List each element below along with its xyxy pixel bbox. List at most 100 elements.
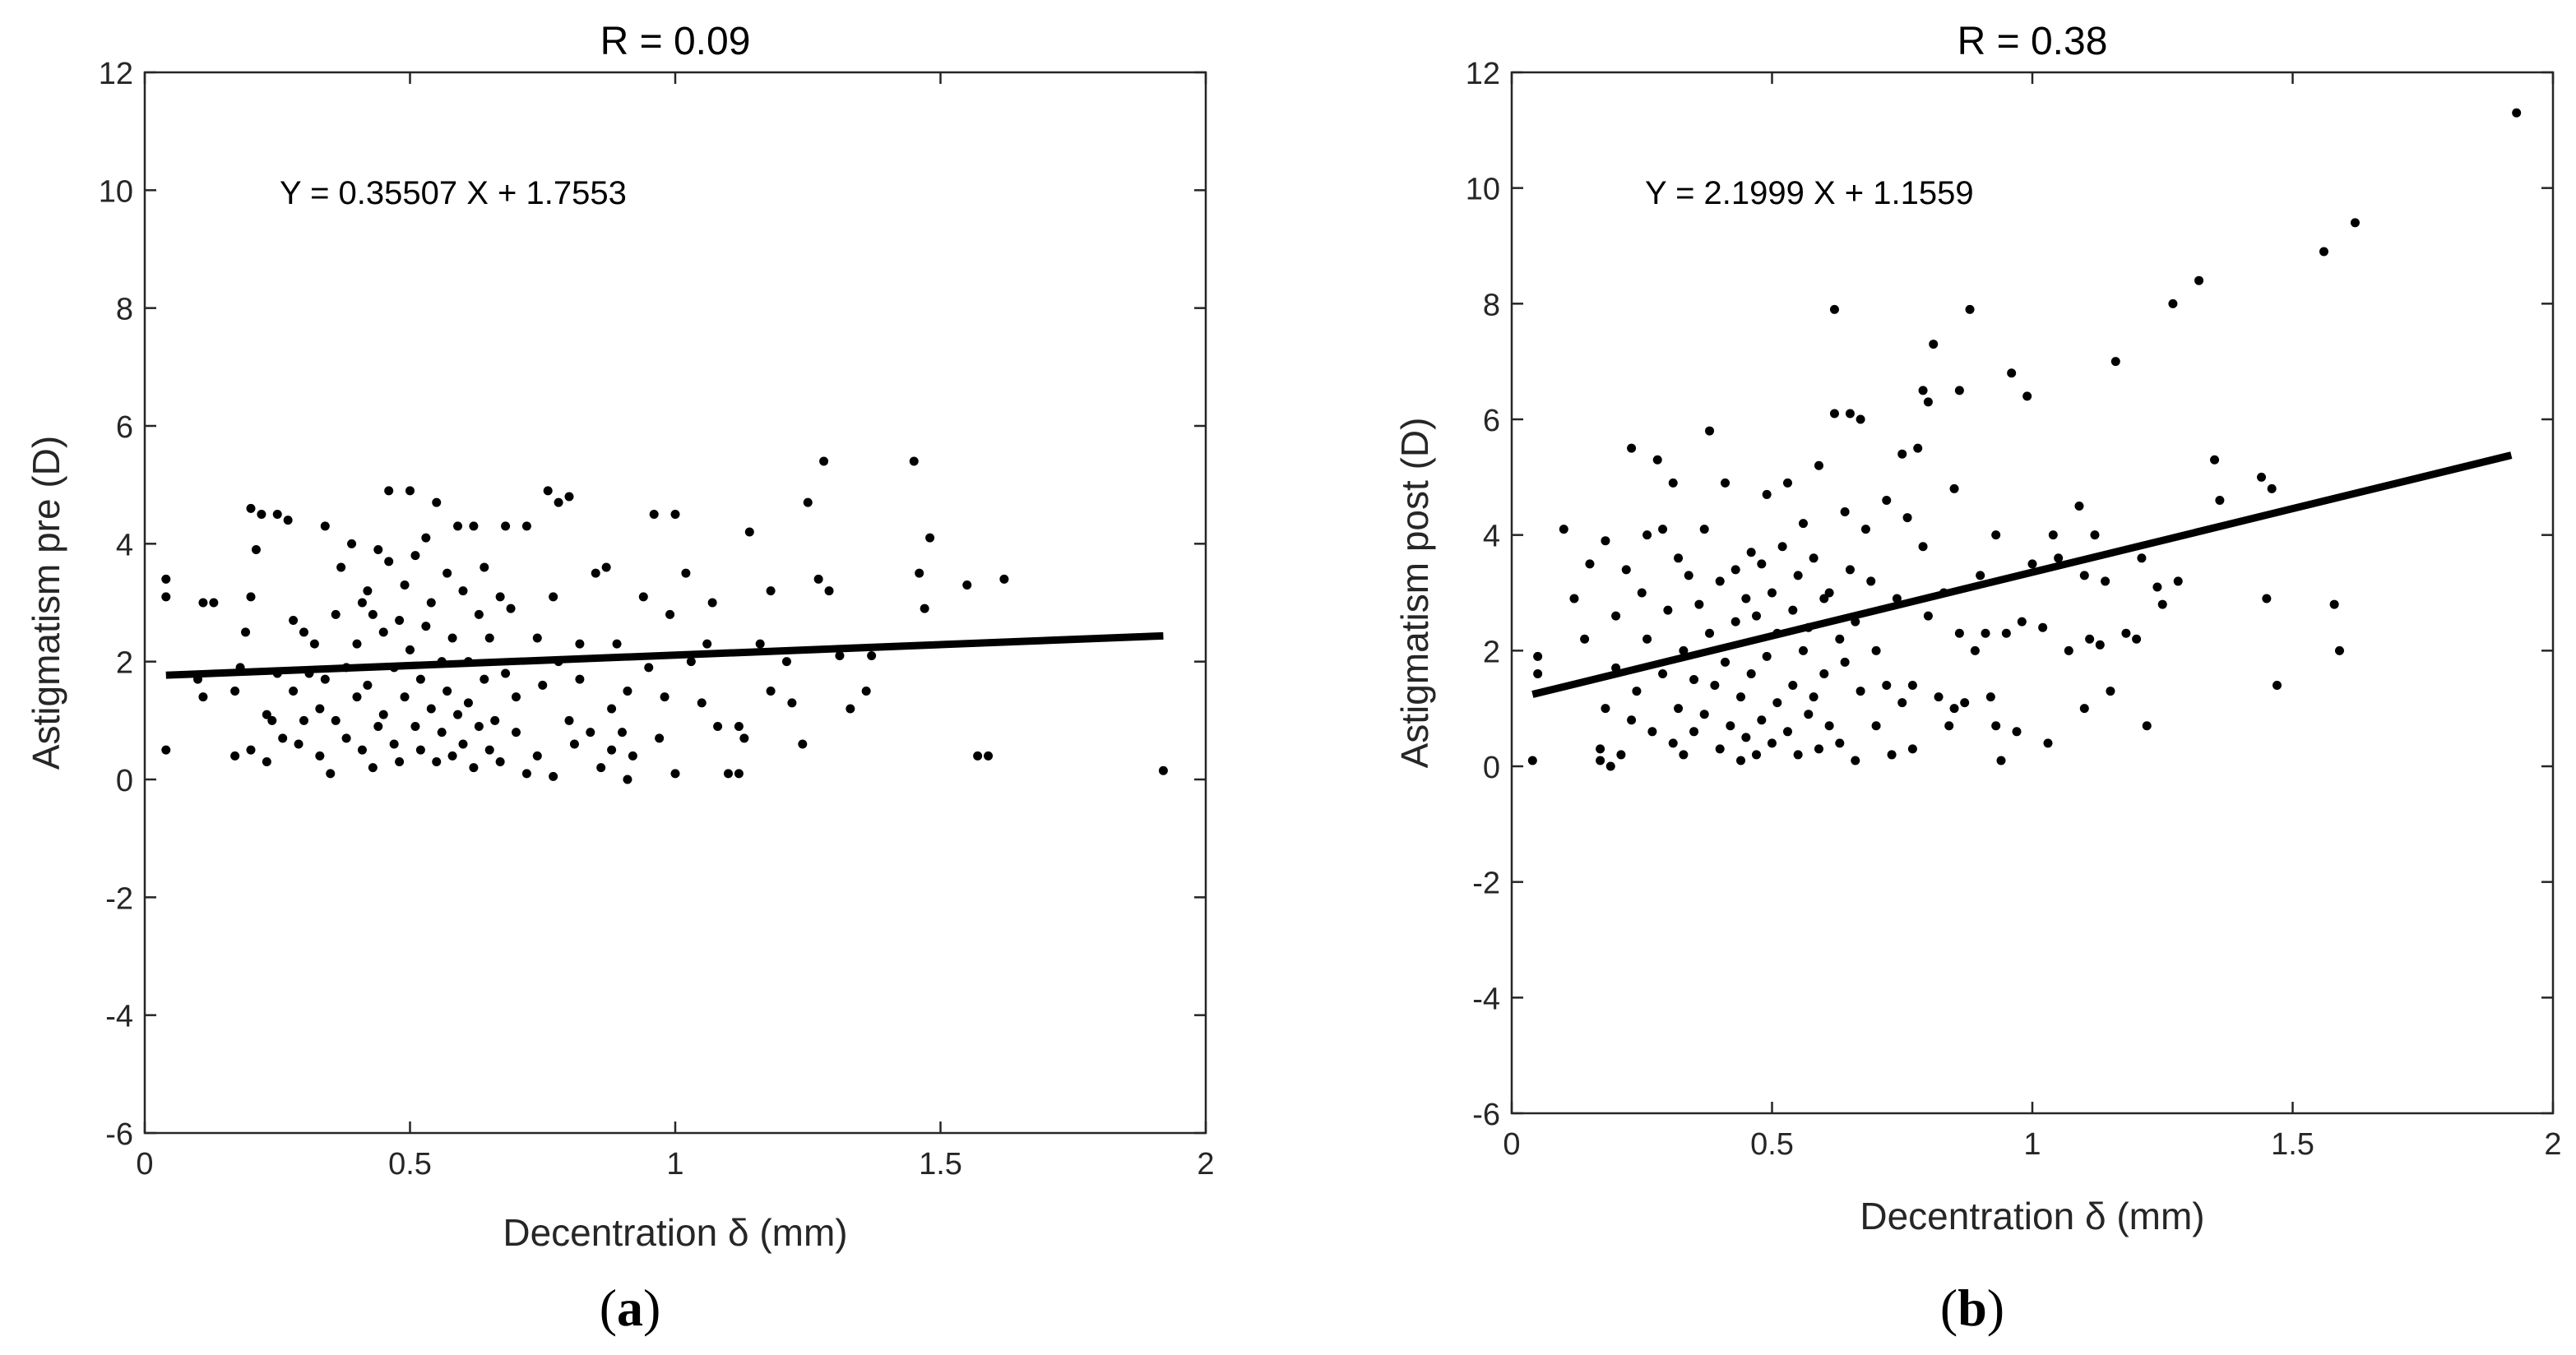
data-point-a — [612, 639, 622, 649]
data-point-a — [649, 510, 659, 519]
data-point-a — [766, 586, 776, 596]
data-point-a — [734, 722, 744, 731]
data-point-a — [426, 704, 436, 714]
data-point-b — [1835, 738, 1845, 748]
data-point-b — [1777, 542, 1787, 552]
data-point-b — [1782, 727, 1792, 737]
data-point-a — [400, 580, 410, 590]
x-ticks-b: 0 0.5 1 1.5 2 — [1503, 72, 2562, 1162]
data-point-b — [1621, 565, 1631, 575]
y-tick-label-a: 6 — [116, 410, 133, 445]
data-point-a — [618, 728, 627, 738]
data-point-a — [484, 633, 494, 643]
panel-a: -6 -4 -2 0 2 4 6 8 10 12 0 0.5 1 1.5 2 R = 0.09 Y = 0… — [25, 20, 1215, 1337]
data-point-b — [1768, 738, 1777, 748]
data-point-b — [1809, 692, 1818, 702]
data-point-b — [2110, 357, 2120, 367]
data-point-b — [1559, 525, 1568, 534]
data-point-b — [1887, 750, 1897, 760]
scatter-points-b — [1527, 108, 2522, 771]
data-point-b — [1845, 565, 1855, 575]
data-point-a — [389, 739, 399, 749]
data-point-a — [421, 622, 431, 631]
data-point-b — [1746, 548, 1756, 557]
data-point-b — [1824, 588, 1834, 598]
data-point-b — [1674, 553, 1684, 563]
data-point-a — [373, 722, 383, 731]
data-point-a — [447, 633, 457, 643]
data-point-b — [1596, 744, 1605, 754]
data-point-b — [1642, 634, 1652, 644]
data-point-a — [357, 745, 367, 755]
data-point-a — [415, 745, 425, 755]
y-tick-label-a: 10 — [99, 174, 133, 209]
data-point-b — [1533, 668, 1543, 678]
data-point-b — [1782, 478, 1792, 488]
data-point-b — [1694, 599, 1704, 609]
data-point-b — [2334, 645, 2344, 655]
data-point-b — [2079, 571, 2089, 580]
data-point-b — [1721, 657, 1730, 667]
data-point-a — [341, 733, 351, 743]
data-point-b — [1527, 756, 1537, 765]
data-point-b — [1730, 565, 1740, 575]
x-axis-label-a: Decentration δ (mm) — [503, 1211, 847, 1254]
data-point-a — [278, 733, 288, 743]
data-point-b — [1663, 605, 1673, 615]
data-point-b — [2090, 530, 2100, 540]
data-point-b — [2054, 553, 2064, 563]
data-point-b — [1954, 628, 1964, 638]
data-point-b — [1814, 744, 1823, 754]
data-point-a — [410, 722, 420, 731]
data-point-a — [543, 486, 553, 496]
data-point-b — [1689, 675, 1699, 684]
y-axis-label-b: Astigmatism post (D) — [1393, 418, 1436, 769]
data-point-a — [257, 510, 266, 519]
data-point-b — [1585, 559, 1595, 569]
data-point-b — [2038, 622, 2048, 632]
y-tick-label-b: 4 — [1483, 520, 1500, 554]
data-point-a — [357, 598, 367, 608]
data-point-b — [1736, 756, 1746, 765]
data-point-a — [246, 503, 256, 513]
data-point-a — [798, 739, 808, 749]
data-point-a — [607, 745, 617, 755]
data-point-a — [575, 674, 585, 684]
data-point-a — [331, 715, 341, 725]
data-point-a — [787, 698, 797, 708]
data-point-b — [1902, 513, 1912, 523]
data-point-b — [1715, 576, 1725, 586]
data-point-a — [506, 604, 516, 613]
data-point-a — [644, 663, 654, 673]
data-point-a — [262, 710, 271, 719]
data-point-a — [1158, 765, 1168, 775]
data-point-b — [1918, 386, 1928, 395]
data-point-b — [2121, 628, 2131, 638]
data-point-a — [309, 639, 319, 649]
data-point-a — [734, 769, 744, 779]
data-point-b — [2329, 599, 2339, 609]
data-point-b — [1856, 414, 1865, 424]
data-point-a — [601, 562, 611, 572]
data-point-a — [867, 651, 877, 660]
data-point-b — [1882, 681, 1892, 691]
data-point-a — [315, 704, 325, 714]
data-point-b — [1757, 715, 1767, 725]
regression-equation-a: Y = 0.35507 X + 1.7553 — [280, 175, 627, 211]
data-point-a — [320, 674, 330, 684]
x-tick-label-b: 1 — [2023, 1127, 2041, 1162]
data-point-a — [458, 739, 468, 749]
panel-letter-a: a — [617, 1279, 643, 1337]
data-point-a — [591, 568, 600, 578]
data-point-b — [1752, 750, 1762, 760]
data-point-a — [426, 598, 436, 608]
y-ticks-b: -6 -4 -2 0 2 4 6 8 10 12 — [1466, 57, 2553, 1132]
data-point-a — [686, 657, 696, 667]
data-point-b — [1580, 634, 1590, 644]
data-point-b — [1736, 692, 1746, 702]
data-point-a — [161, 745, 171, 755]
data-point-b — [2012, 727, 2022, 737]
data-point-a — [846, 704, 855, 714]
data-point-a — [512, 692, 521, 702]
data-point-a — [999, 574, 1009, 584]
